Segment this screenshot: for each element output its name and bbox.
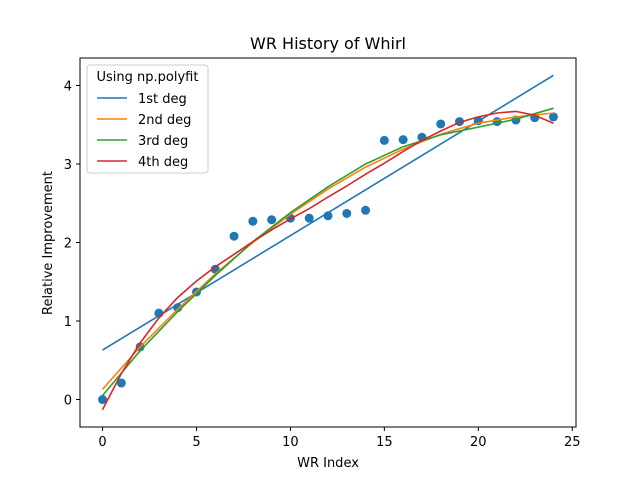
x-tick-label: 5: [192, 435, 200, 450]
x-axis: 0 5 10 15 20 25: [98, 427, 581, 450]
data-point: [304, 213, 314, 223]
data-point: [436, 119, 446, 129]
data-point: [248, 216, 258, 226]
data-point: [116, 378, 126, 388]
y-tick-label: 0: [64, 394, 72, 409]
y-tick-label: 1: [64, 315, 72, 330]
x-axis-label: WR Index: [297, 456, 359, 471]
chart-title: WR History of Whirl: [250, 34, 406, 53]
x-tick-label: 10: [282, 435, 299, 450]
data-point: [398, 135, 408, 145]
x-tick-label: 25: [564, 435, 581, 450]
legend-box: [86, 64, 209, 174]
data-point: [379, 135, 389, 145]
y-axis: 0 1 2 3 4: [64, 79, 80, 409]
x-tick-label: 0: [98, 435, 106, 450]
data-point: [548, 112, 558, 122]
y-axis-label: Relative Improvement: [41, 171, 56, 315]
legend-title: Using np.polyfit: [97, 70, 199, 85]
fit-line-3: [101, 107, 554, 397]
legend-entry: 4th deg: [138, 155, 188, 170]
x-tick-label: 20: [470, 435, 487, 450]
legend-entry: 3rd deg: [138, 134, 188, 149]
y-tick-label: 2: [64, 237, 72, 252]
fit-line-1: [102, 74, 554, 351]
legend: Using np.polyfit 1st deg 2nd deg 3rd deg 4th…: [86, 64, 209, 174]
legend-entry: 1st deg: [138, 92, 187, 107]
data-point: [98, 395, 108, 405]
fit-line-2: [101, 112, 554, 390]
x-tick-label: 15: [376, 435, 393, 450]
y-tick-label: 3: [64, 158, 72, 173]
data-point: [492, 117, 502, 127]
fit-line-4: [101, 110, 554, 411]
data-point: [342, 208, 352, 218]
plot-area: [98, 74, 558, 411]
legend-entry: 2nd deg: [138, 113, 191, 128]
y-tick-label: 4: [64, 79, 72, 94]
data-point: [267, 215, 277, 225]
data-point: [361, 205, 371, 215]
data-point: [229, 231, 239, 241]
